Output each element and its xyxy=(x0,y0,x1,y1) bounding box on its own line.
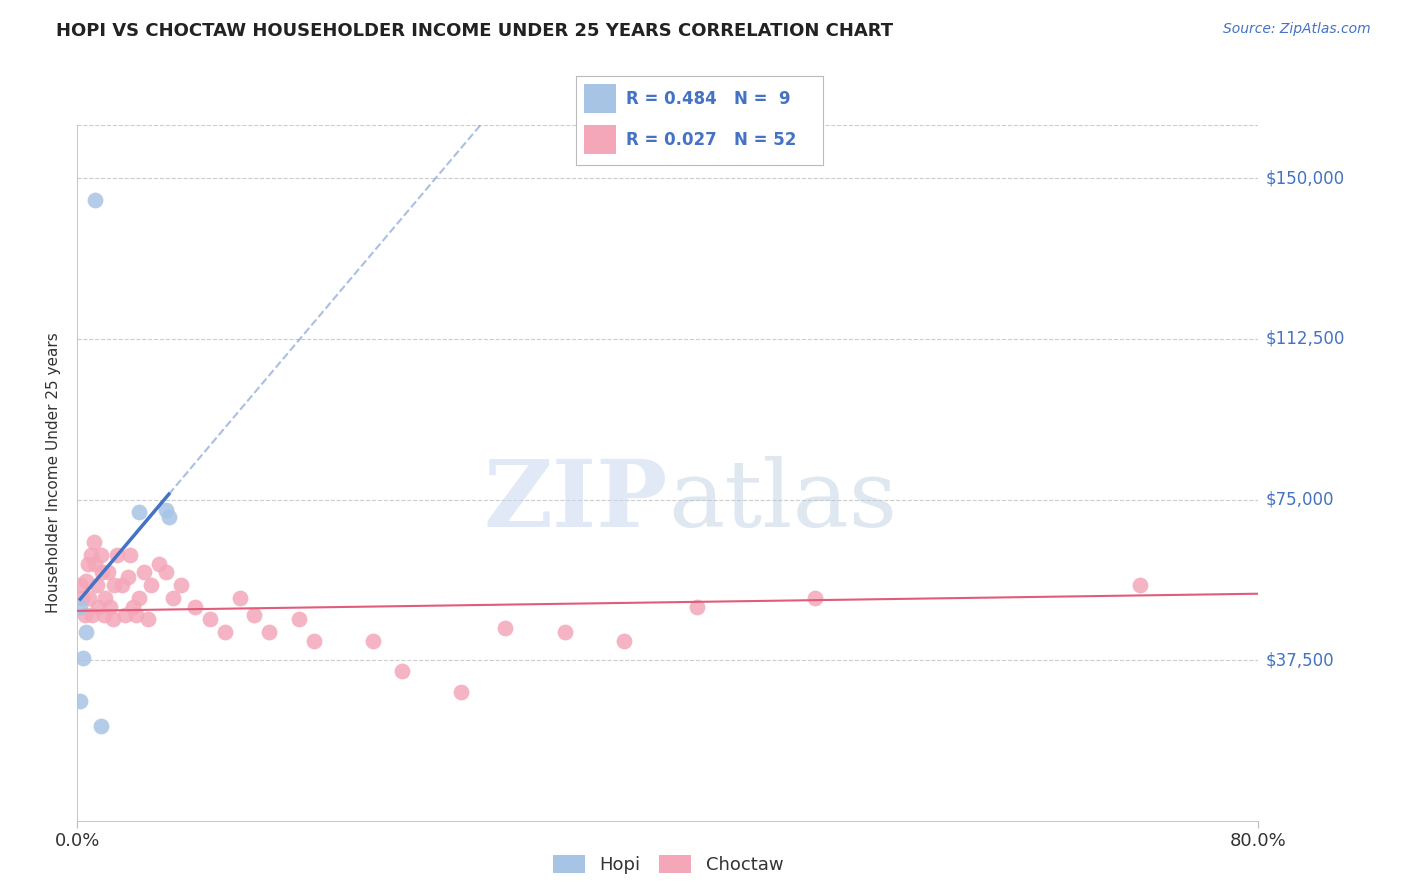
Point xyxy=(103,578,125,592)
Text: R = 0.027   N = 52: R = 0.027 N = 52 xyxy=(626,130,796,149)
Point xyxy=(132,566,155,580)
Point xyxy=(302,633,325,648)
Text: atlas: atlas xyxy=(668,456,897,546)
Point xyxy=(93,608,115,623)
Point xyxy=(105,548,128,562)
Point xyxy=(84,193,107,207)
Point xyxy=(79,548,101,562)
Point xyxy=(70,591,93,605)
Point xyxy=(157,509,180,524)
Point xyxy=(136,612,159,626)
Point xyxy=(114,608,136,623)
Point xyxy=(82,608,104,623)
Point xyxy=(76,557,98,571)
Point xyxy=(86,578,108,592)
Text: Source: ZipAtlas.com: Source: ZipAtlas.com xyxy=(1223,22,1371,37)
Text: $37,500: $37,500 xyxy=(1265,651,1334,669)
Point xyxy=(83,535,105,549)
Point xyxy=(686,599,709,614)
Point xyxy=(90,548,112,562)
Point xyxy=(128,591,150,605)
Point xyxy=(117,569,139,583)
Point xyxy=(228,591,252,605)
Point xyxy=(243,608,266,623)
Text: R = 0.484   N =  9: R = 0.484 N = 9 xyxy=(626,89,790,108)
Point xyxy=(77,591,100,605)
Point xyxy=(128,505,150,519)
Point xyxy=(97,566,120,580)
Point xyxy=(288,612,311,626)
Point xyxy=(72,651,94,665)
Point xyxy=(91,566,114,580)
Text: HOPI VS CHOCTAW HOUSEHOLDER INCOME UNDER 25 YEARS CORRELATION CHART: HOPI VS CHOCTAW HOUSEHOLDER INCOME UNDER… xyxy=(56,22,893,40)
Point xyxy=(84,557,107,571)
Text: $112,500: $112,500 xyxy=(1265,330,1344,348)
Point xyxy=(120,548,142,562)
Y-axis label: Householder Income Under 25 years: Householder Income Under 25 years xyxy=(46,333,62,613)
Text: $75,000: $75,000 xyxy=(1265,491,1334,508)
Point xyxy=(450,685,472,699)
Point xyxy=(122,599,145,614)
Point xyxy=(87,599,110,614)
Point xyxy=(73,608,96,623)
Point xyxy=(1129,578,1152,592)
Point xyxy=(613,633,636,648)
Point xyxy=(69,599,91,614)
Point xyxy=(391,664,413,678)
Point xyxy=(141,578,163,592)
Point xyxy=(170,578,193,592)
Legend: Hopi, Choctaw: Hopi, Choctaw xyxy=(546,847,790,881)
Point xyxy=(148,557,170,571)
Point xyxy=(111,578,132,592)
Point xyxy=(69,694,91,708)
Bar xyxy=(583,125,616,154)
Point xyxy=(98,599,121,614)
Point xyxy=(75,625,97,640)
Point xyxy=(155,503,177,517)
Point xyxy=(90,719,112,733)
Text: ZIP: ZIP xyxy=(484,456,668,546)
Point xyxy=(361,633,384,648)
Point xyxy=(69,578,91,592)
Point xyxy=(554,625,576,640)
Point xyxy=(155,566,177,580)
Point xyxy=(200,612,222,626)
Point xyxy=(214,625,236,640)
Point xyxy=(101,612,124,626)
Point xyxy=(259,625,281,640)
Point xyxy=(94,591,117,605)
Bar xyxy=(583,84,616,113)
Point xyxy=(495,621,517,635)
Point xyxy=(184,599,207,614)
Point xyxy=(162,591,184,605)
Text: $150,000: $150,000 xyxy=(1265,169,1344,187)
Point xyxy=(75,574,97,588)
Point xyxy=(804,591,827,605)
Point xyxy=(125,608,148,623)
